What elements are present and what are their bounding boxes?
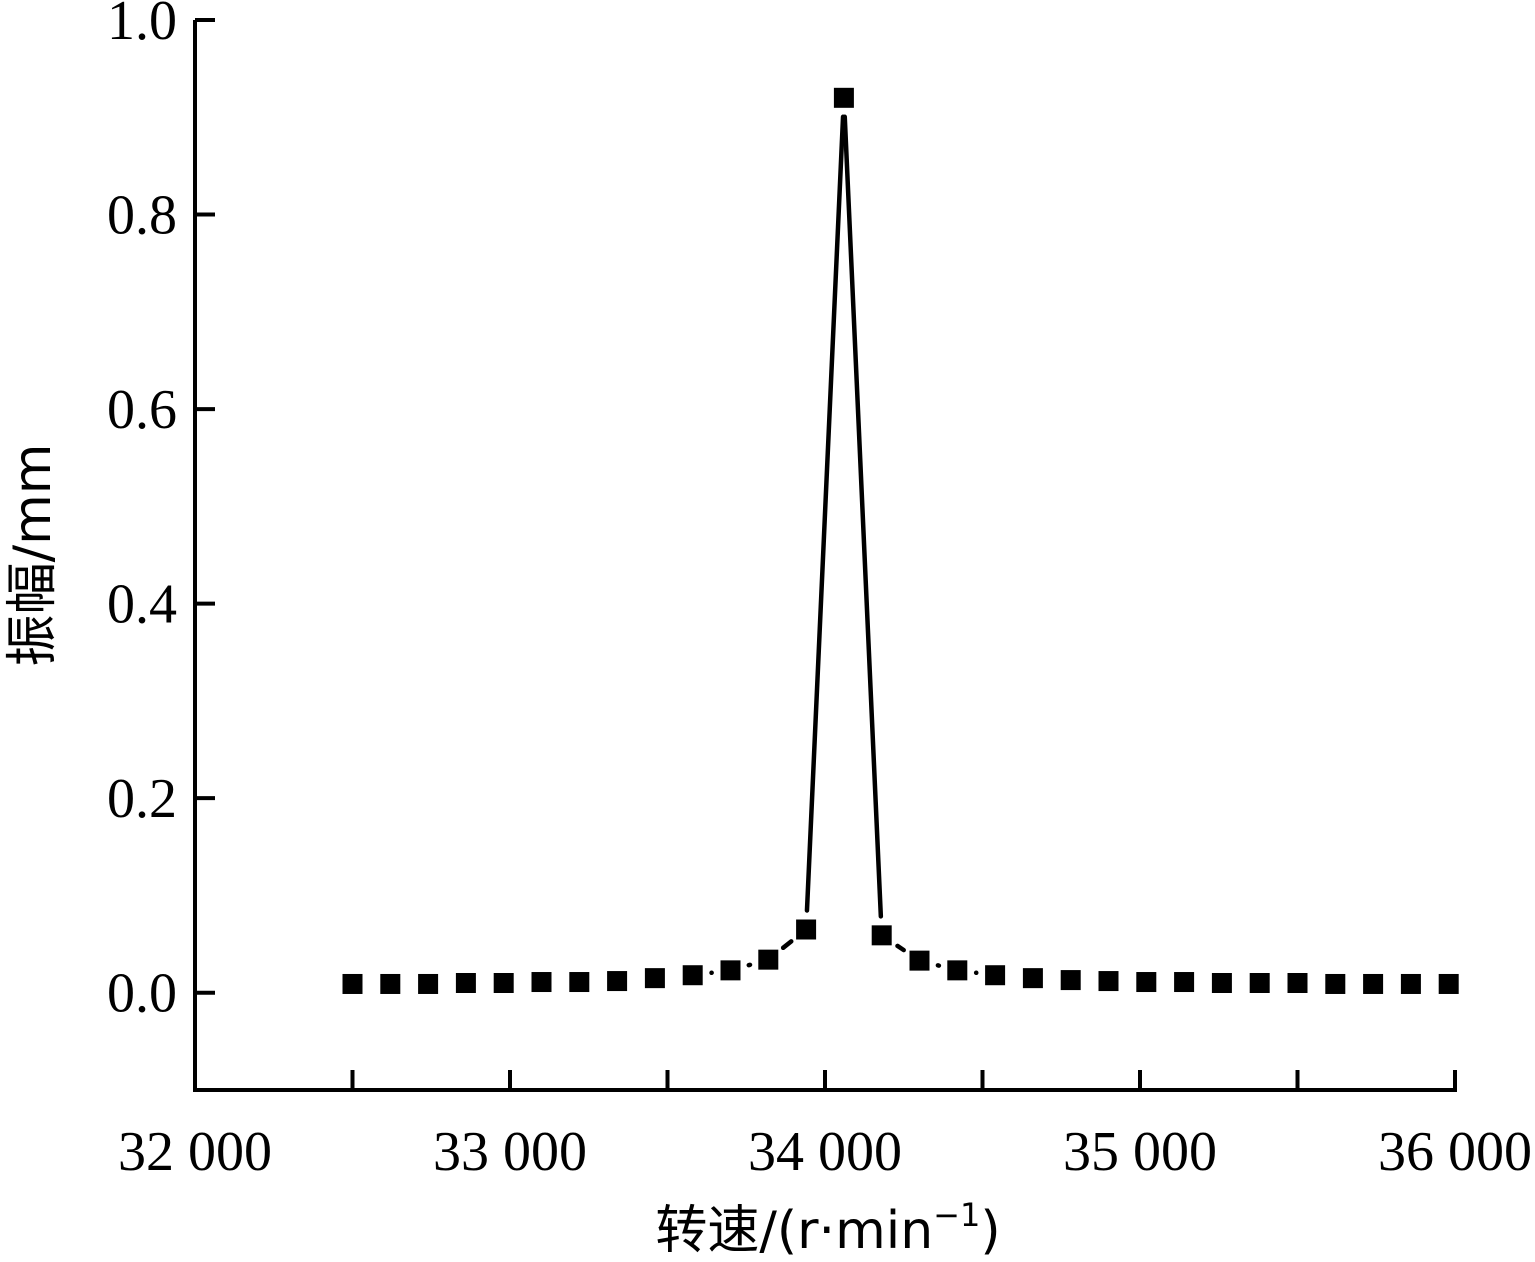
data-point (871, 925, 892, 946)
data-point (1363, 973, 1384, 994)
x-tick-label: 32 000 (118, 1121, 272, 1183)
data-point (1022, 968, 1043, 989)
data-point (418, 973, 439, 994)
x-tick-label: 35 000 (1063, 1121, 1217, 1183)
x-axis-title-main: 转速/(r·min (655, 1201, 933, 1261)
data-point (531, 972, 552, 993)
data-point (1211, 973, 1232, 993)
data-point (682, 965, 703, 986)
data-point (947, 960, 968, 981)
x-axis-title: 转速/(r·min−1) (655, 1196, 1000, 1261)
data-point (1438, 973, 1459, 994)
y-axis-title: 振幅/mm (3, 444, 63, 667)
data-point (1249, 973, 1270, 993)
data-point (796, 919, 817, 940)
x-tick-label: 36 000 (1378, 1121, 1532, 1183)
data-point (985, 965, 1006, 986)
data-point (1287, 973, 1308, 993)
axes: 0.0 0.2 0.4 0.6 0.8 1.0 32 000 33 000 34 000 35 0… (107, 0, 1532, 1183)
x-axis-title-close: ) (980, 1201, 1000, 1261)
series-layer (342, 87, 1459, 994)
data-point (1098, 971, 1119, 992)
data-point (720, 960, 741, 981)
data-point (455, 973, 476, 993)
data-point (1136, 972, 1157, 993)
data-point (1060, 970, 1081, 991)
y-tick-label: 1.0 (107, 0, 177, 52)
data-point (493, 973, 514, 993)
data-point (758, 949, 779, 970)
data-point (380, 973, 401, 994)
data-point (1174, 972, 1195, 993)
x-tick-label: 34 000 (748, 1121, 902, 1183)
data-point (833, 87, 854, 108)
y-tick-label: 0.2 (107, 768, 177, 830)
series-line-segment (780, 939, 794, 951)
y-tick-label: 0.4 (107, 574, 177, 636)
y-tick-label: 0.8 (107, 185, 177, 247)
data-point (1400, 973, 1421, 994)
y-tick-label: 0.0 (107, 963, 177, 1025)
series-line-segment (895, 943, 906, 953)
data-point (909, 950, 930, 971)
x-tick-label: 33 000 (433, 1121, 587, 1183)
series-line-segment (842, 114, 884, 919)
data-point (342, 973, 363, 994)
data-point (569, 972, 590, 993)
data-point (1325, 973, 1346, 994)
data-point (644, 968, 665, 989)
data-point (607, 971, 628, 992)
y-tick-label: 0.6 (107, 379, 177, 441)
x-axis-title-superscript: −1 (933, 1196, 980, 1234)
series-line-segment (804, 114, 846, 913)
